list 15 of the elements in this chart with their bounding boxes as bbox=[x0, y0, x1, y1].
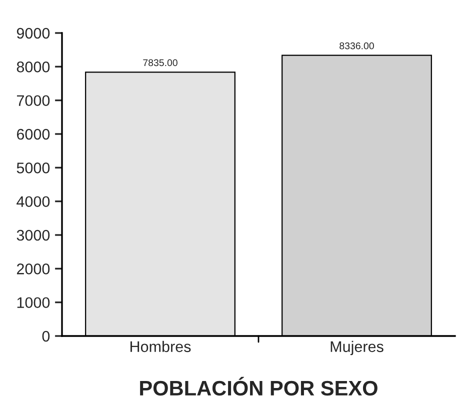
y-tick-label: 7000 bbox=[16, 95, 50, 106]
y-tick-label: 2000 bbox=[16, 264, 50, 274]
x-tick-label: Mujeres bbox=[330, 340, 384, 356]
y-tick-label: 0 bbox=[42, 330, 50, 342]
data-label: 8336.00 bbox=[340, 42, 374, 50]
y-tick-label: 8000 bbox=[16, 62, 50, 72]
data-label: 7835.00 bbox=[143, 59, 178, 66]
y-tick-label: 5000 bbox=[16, 162, 50, 174]
y-tick-label: 1000 bbox=[17, 297, 50, 308]
y-tick-label: 9000 bbox=[16, 28, 50, 39]
y-tick-label: 6000 bbox=[16, 128, 50, 140]
y-tick-label: 4000 bbox=[16, 196, 50, 208]
x-tick-label: Hombres bbox=[130, 340, 191, 352]
y-tick-label: 3000 bbox=[16, 230, 50, 241]
text: POBLACIÓN POR SEXO bbox=[140, 376, 378, 396]
